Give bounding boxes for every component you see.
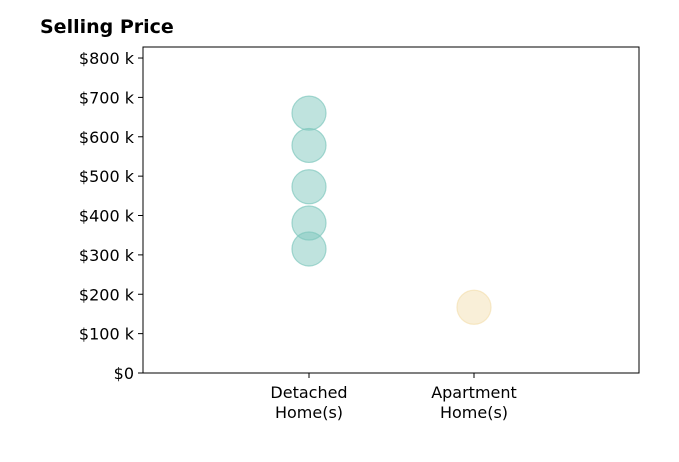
data-point: [291, 95, 327, 131]
x-tick-label: Apartment Home(s): [431, 383, 517, 422]
data-point: [456, 289, 492, 325]
y-tick-label: $600 k: [79, 128, 135, 147]
y-tick-label: $500 k: [79, 167, 135, 186]
data-point: [291, 127, 327, 164]
x-axis: Detached Home(s) Apartment Home(s): [270, 373, 517, 422]
data-point: [291, 169, 327, 205]
data-points: [291, 95, 492, 325]
y-axis: $0 $100 k $200 k $300 k $400 k $500 k $600 k $7…: [79, 49, 143, 383]
plot-area-frame: [142, 46, 640, 374]
y-tick-label: $200 k: [79, 285, 135, 304]
y-tick-label: $300 k: [79, 246, 135, 265]
y-tick-label: $800 k: [79, 49, 135, 68]
data-point: [291, 231, 327, 267]
y-tick-label: $100 k: [79, 325, 135, 344]
y-tick-label: $0: [114, 364, 134, 383]
x-tick-label: Detached Home(s): [270, 383, 347, 422]
y-tick-label: $700 k: [79, 88, 135, 107]
chart-title: Selling Price: [40, 16, 174, 38]
y-tick-label: $400 k: [79, 207, 135, 226]
